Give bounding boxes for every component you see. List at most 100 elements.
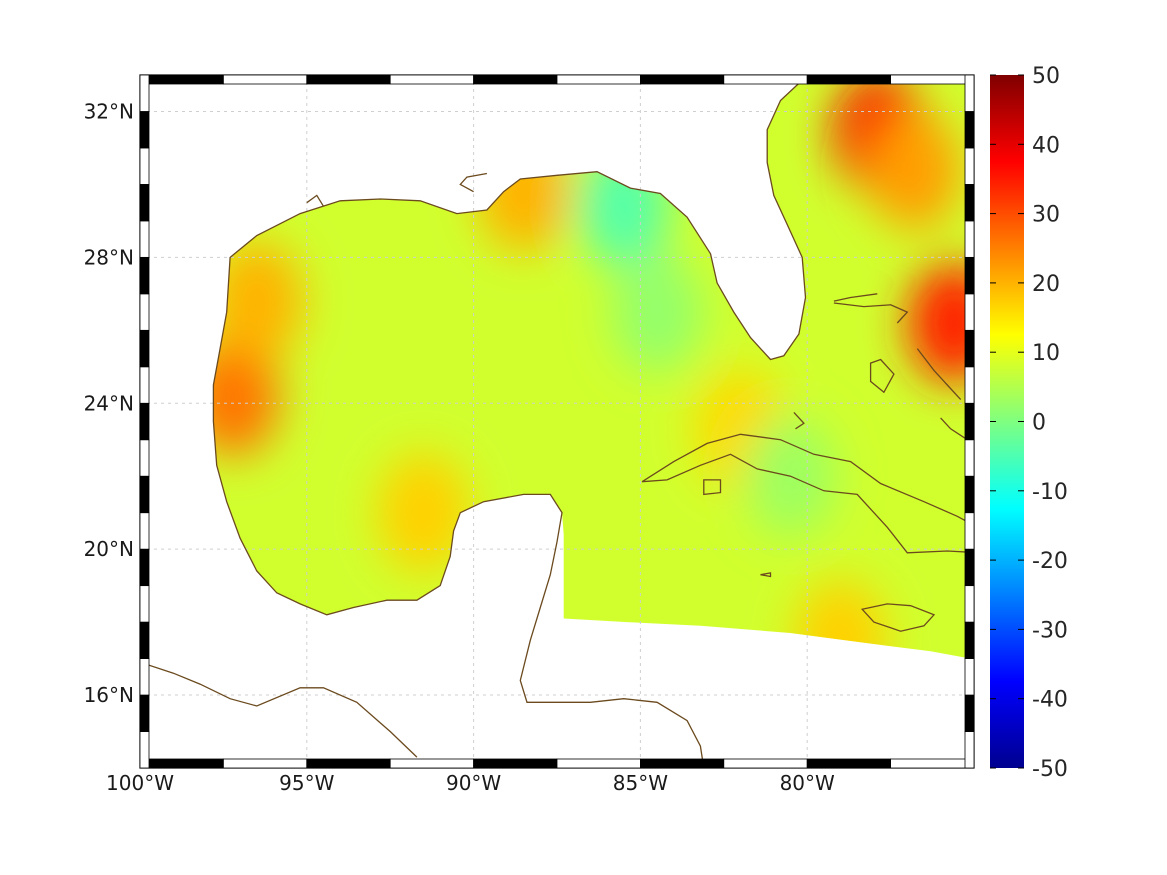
frame-segment-right [964,111,975,149]
coast-segment [140,661,418,758]
longitude-tick-label: 80°W [780,771,835,795]
frame-segment-left [139,512,150,550]
frame-segment-top [890,74,975,85]
frame-segment-right [964,694,975,732]
latitude-tick-label: 24°N [84,391,134,415]
frame-segment-right [964,585,975,623]
frame-segment-right [964,74,975,112]
frame-segment-right [964,621,975,659]
latitude-labels: 16°N 20°N 24°N 28°N 32°N [84,99,134,707]
frame-segment-top [556,74,641,85]
coast-segment [306,194,325,207]
latitude-tick-label: 28°N [84,245,134,269]
colorbar-tick-label: 0 [1032,411,1046,436]
longitude-tick-label: 100°W [106,771,174,795]
longitude-labels: 100°W 95°W 90°W 85°W 80°W [106,771,835,795]
frame-segment-bottom [723,758,808,769]
coast-segment [459,172,488,193]
longitude-tick-label: 90°W [446,771,501,795]
coast-segment [760,572,772,578]
latitude-tick-label: 32°N [84,99,134,123]
coast-segment [833,302,909,324]
graticule [140,75,974,768]
frame-segment-left [139,621,150,659]
frame-segment-right [964,366,975,404]
anomaly-patch [867,109,960,230]
frame-segment-left [139,111,150,149]
frame-segment-bottom [556,758,641,769]
longitude-tick-label: 95°W [279,771,334,795]
coast-segment [212,78,807,768]
frame-segment-left [139,184,150,222]
coast-segment [703,479,722,496]
latitude-tick-label: 20°N [84,537,134,561]
frame-segment-right [964,256,975,295]
coastline [140,78,974,768]
coast-segment [916,348,962,401]
coast-segment [833,293,878,302]
frame-segment-right [964,439,975,477]
frame-segment-right [964,548,975,587]
frame-segment-left [139,366,150,404]
frame-segment-bottom [306,758,391,769]
anomaly-patch [907,263,971,384]
frame-segment-bottom [890,758,975,769]
map-frame [139,74,975,769]
anomaly-patch [611,252,704,373]
frame-segment-left [139,329,150,368]
frame-segment-bottom [806,758,892,769]
anomaly-patch [213,335,280,456]
frame-segment-right [964,329,975,368]
colorbar-tick-label: -50 [1032,757,1068,782]
colorbar-tick-label: -40 [1032,688,1068,713]
frame-segment-left [139,220,150,258]
frame-segment-left [139,439,150,477]
frame-segment-top [473,74,558,85]
frame-segment-right [964,512,975,550]
frame-segment-bottom [389,758,475,769]
frame-segment-bottom [139,758,224,769]
frame-segment-right [964,293,975,331]
coast-segment [793,411,805,430]
coast-segment [869,358,895,394]
frame-segment-left [139,475,150,514]
frame-segment-left [139,74,150,112]
frame-segment-bottom [473,758,558,769]
colorbar-tick-label: 30 [1032,203,1060,228]
coast-segment [641,433,974,554]
colorbar-tick-label: 20 [1032,272,1060,297]
frame-segment-bottom [222,758,308,769]
frame-segment-top [389,74,475,85]
frame-segment-right [964,220,975,258]
colorbar-tick-label: 50 [1032,64,1060,89]
frame-segment-right [964,475,975,514]
coast-segment [940,417,968,441]
frame-segment-right [964,402,975,441]
frame-segment-left [139,256,150,295]
frame-segment-right [964,731,975,769]
colorbar-tick-label: 10 [1032,341,1060,366]
frame-segment-top [806,74,892,85]
frame-segment-left [139,731,150,769]
frame-segment-left [139,548,150,587]
colorbar-tick-label: 40 [1032,133,1060,158]
colorbar-tick-label: -10 [1032,480,1068,505]
frame-segment-top [640,74,725,85]
frame-segment-left [139,585,150,623]
frame-segment-left [139,658,150,696]
frame-segment-top [306,74,391,85]
frame-segment-right [964,658,975,696]
frame-segment-right [964,184,975,222]
coast-segment [860,603,936,632]
longitude-tick-label: 85°W [613,771,668,795]
frame-segment-bottom [640,758,725,769]
frame-segment-left [139,402,150,441]
frame-segment-left [139,293,150,331]
colorbar: 50 40 30 20 10 0 -10 -20 -30 -40 -50 [990,64,1068,782]
anomaly-patch [377,452,470,573]
frame-segment-left [139,147,150,185]
colorbar-tick-label: -30 [1032,618,1068,643]
colorbar-tick-label: -20 [1032,549,1068,574]
frame-segment-left [139,694,150,732]
